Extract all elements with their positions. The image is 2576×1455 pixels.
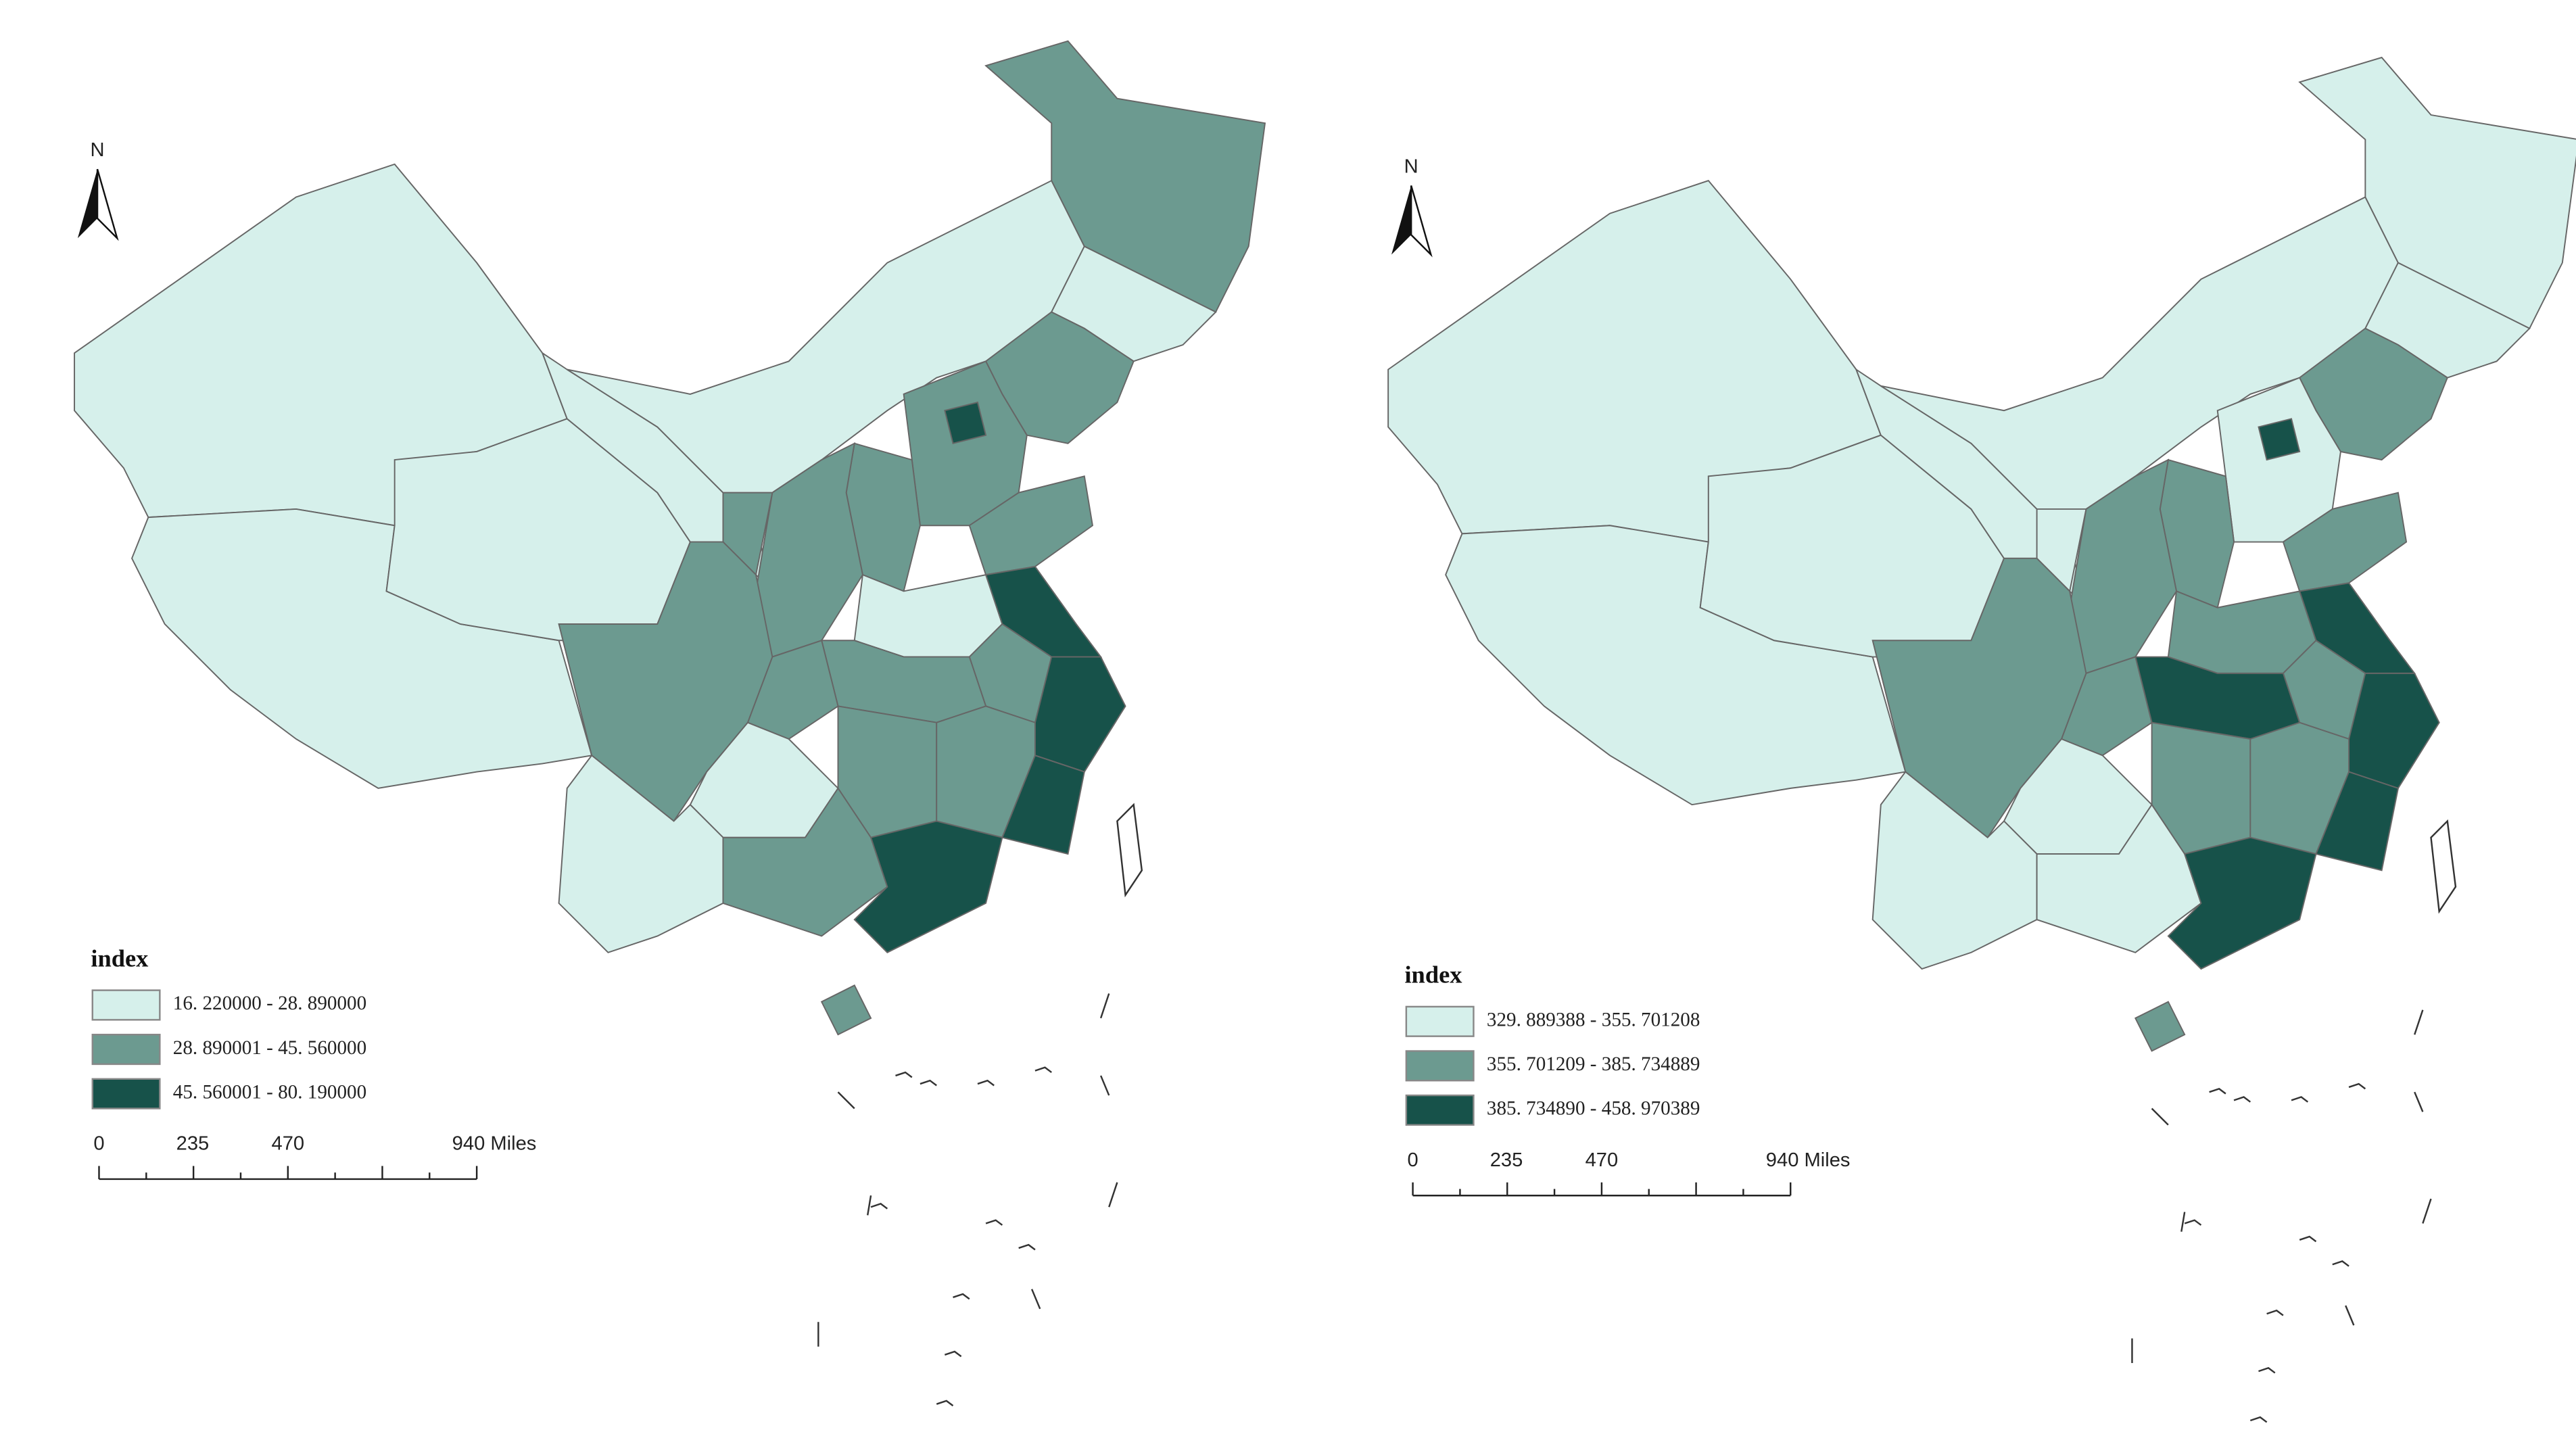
province bbox=[2134, 1001, 2186, 1052]
boundary-line bbox=[837, 1091, 855, 1110]
island bbox=[2233, 1096, 2251, 1103]
province bbox=[2258, 418, 2301, 461]
island bbox=[2348, 1082, 2366, 1090]
boundary-line bbox=[2151, 1107, 2169, 1126]
province bbox=[1871, 771, 2038, 970]
island bbox=[2266, 1309, 2284, 1316]
scale-label: 940 Miles bbox=[1766, 1149, 1851, 1171]
province bbox=[2315, 771, 2400, 872]
legend-label: 16. 220000 - 28. 890000 bbox=[173, 993, 366, 1014]
scale-label: 470 bbox=[1585, 1149, 1619, 1171]
boundary-line bbox=[2345, 1305, 2355, 1326]
legend-title: index bbox=[91, 945, 149, 972]
island bbox=[985, 1219, 1003, 1226]
province bbox=[2167, 836, 2317, 970]
north-arrow bbox=[77, 169, 98, 239]
island bbox=[2249, 1416, 2268, 1423]
island bbox=[895, 1071, 913, 1078]
boundary-line bbox=[1099, 1075, 1110, 1096]
province bbox=[820, 984, 872, 1036]
boundary-line bbox=[2414, 1009, 2424, 1035]
island bbox=[2299, 1235, 2317, 1243]
province bbox=[853, 820, 1003, 953]
province bbox=[1116, 803, 1143, 898]
north-arrow bbox=[1391, 185, 1412, 255]
legend-label: 45. 560001 - 80. 190000 bbox=[173, 1081, 366, 1103]
north-label: N bbox=[1404, 156, 1418, 177]
island bbox=[2184, 1219, 2202, 1226]
legend-label: 355. 701209 - 385. 734889 bbox=[1487, 1053, 1700, 1075]
boundary-line bbox=[2422, 1198, 2432, 1224]
boundary-line bbox=[1099, 993, 1110, 1019]
legend-swatch bbox=[91, 1033, 161, 1066]
scale-label: 235 bbox=[176, 1133, 210, 1155]
island bbox=[953, 1293, 970, 1300]
island bbox=[2332, 1260, 2350, 1267]
legend-swatch bbox=[91, 1078, 161, 1110]
legend-label: 385. 734890 - 458. 970389 bbox=[1487, 1098, 1700, 1120]
boundary-line bbox=[1030, 1289, 1041, 1310]
legend-swatch bbox=[1405, 1094, 1475, 1126]
boundary-line bbox=[2414, 1091, 2424, 1112]
province bbox=[1034, 656, 1126, 773]
province bbox=[2430, 819, 2457, 914]
island bbox=[944, 1350, 962, 1358]
island bbox=[870, 1203, 888, 1210]
legend-swatch bbox=[1405, 1005, 1475, 1037]
province bbox=[853, 573, 1003, 658]
scale-label: 940 Miles bbox=[452, 1133, 537, 1155]
boundary-line bbox=[1108, 1182, 1118, 1208]
province bbox=[558, 754, 724, 953]
island bbox=[977, 1079, 995, 1087]
province bbox=[2348, 672, 2440, 790]
province bbox=[2167, 590, 2317, 674]
island bbox=[2258, 1366, 2276, 1374]
north-label: N bbox=[91, 139, 105, 161]
scale-label: 470 bbox=[271, 1133, 304, 1155]
province bbox=[944, 401, 987, 444]
island bbox=[1018, 1243, 1036, 1251]
boundary-line bbox=[867, 1195, 872, 1216]
legend-label: 28. 890001 - 45. 560000 bbox=[173, 1037, 366, 1059]
north-arrow bbox=[1410, 185, 1433, 258]
province bbox=[1001, 755, 1085, 855]
scale-label: 0 bbox=[93, 1133, 104, 1155]
legend-title: index bbox=[1404, 961, 1462, 988]
scale-label: 235 bbox=[1490, 1149, 1523, 1171]
island bbox=[2291, 1096, 2309, 1103]
island bbox=[1034, 1066, 1052, 1074]
island bbox=[2209, 1088, 2226, 1095]
legend-label: 329. 889388 - 355. 701208 bbox=[1487, 1009, 1700, 1030]
boundary-line bbox=[2180, 1212, 2186, 1232]
legend-swatch bbox=[91, 989, 161, 1021]
scale-label: 0 bbox=[1407, 1149, 1418, 1171]
north-arrow bbox=[96, 168, 119, 241]
legend-swatch bbox=[1405, 1050, 1475, 1082]
island bbox=[936, 1400, 954, 1407]
island bbox=[920, 1079, 937, 1087]
